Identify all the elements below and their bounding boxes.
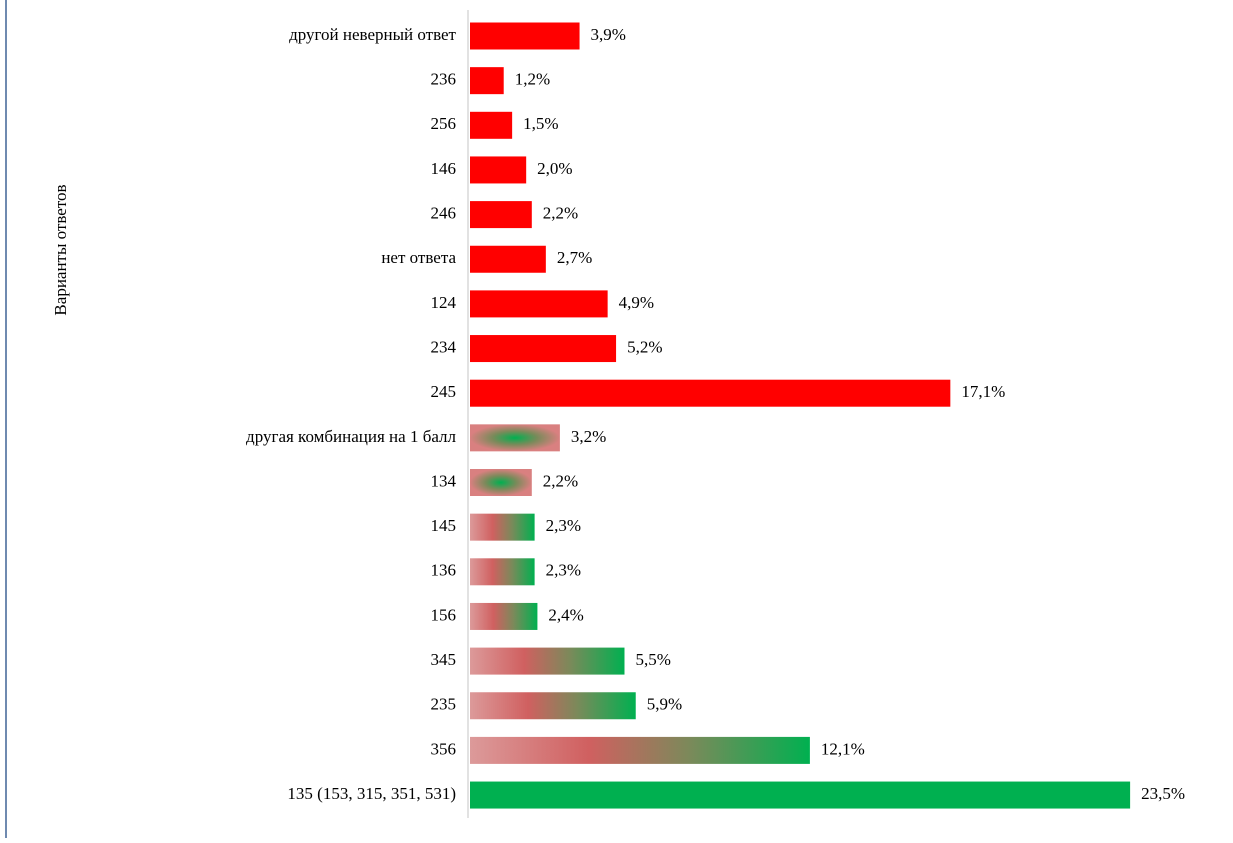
bar [470,647,625,675]
value-label: 17,1% [961,382,1005,401]
value-label: 2,0% [537,159,572,178]
value-label: 2,7% [557,248,592,267]
category-label: 124 [431,293,457,312]
category-label: 236 [431,70,457,89]
category-label: 135 (153, 315, 351, 531) [287,784,456,803]
value-label: 2,2% [543,471,578,490]
category-label: 134 [431,471,457,490]
category-label: 356 [431,739,457,758]
value-label: 2,3% [546,561,581,580]
bar [470,67,504,95]
value-label: 5,9% [647,695,682,714]
category-label: 146 [431,159,457,178]
value-label: 2,4% [548,605,583,624]
category-label: 256 [431,114,457,133]
category-label: 246 [431,204,457,223]
category-label: 234 [431,337,457,356]
category-label: 245 [431,382,457,401]
category-label: 156 [431,605,457,624]
category-label: 136 [431,561,457,580]
bar [470,201,532,229]
bar [470,245,546,273]
value-label: 2,2% [543,204,578,223]
bar [470,602,538,630]
value-label: 5,5% [635,650,670,669]
bar [470,781,1131,809]
bar [470,335,617,363]
bar [470,469,532,496]
y-axis-title: Варианты ответов [51,184,70,315]
category-label: другой неверный ответ [289,25,456,44]
value-label: 5,2% [627,337,662,356]
category-label: другая комбинация на 1 балл [246,427,456,446]
bar [470,22,580,50]
bar [470,156,527,184]
bar [470,736,810,764]
value-label: 2,3% [546,516,581,535]
value-label: 23,5% [1141,784,1185,803]
bar [470,558,535,586]
bar [470,513,535,541]
bar [470,379,951,407]
category-label: нет ответа [381,248,456,267]
value-label: 12,1% [821,739,865,758]
value-label: 1,2% [515,70,550,89]
value-label: 1,5% [523,114,558,133]
value-label: 3,2% [571,427,606,446]
bar [470,424,560,452]
category-label: 345 [431,650,457,669]
value-label: 4,9% [619,293,654,312]
bar [470,111,513,139]
bar [470,290,608,318]
category-label: 145 [431,516,457,535]
bar [470,692,636,720]
category-label: 235 [431,695,457,714]
value-label: 3,9% [591,25,626,44]
